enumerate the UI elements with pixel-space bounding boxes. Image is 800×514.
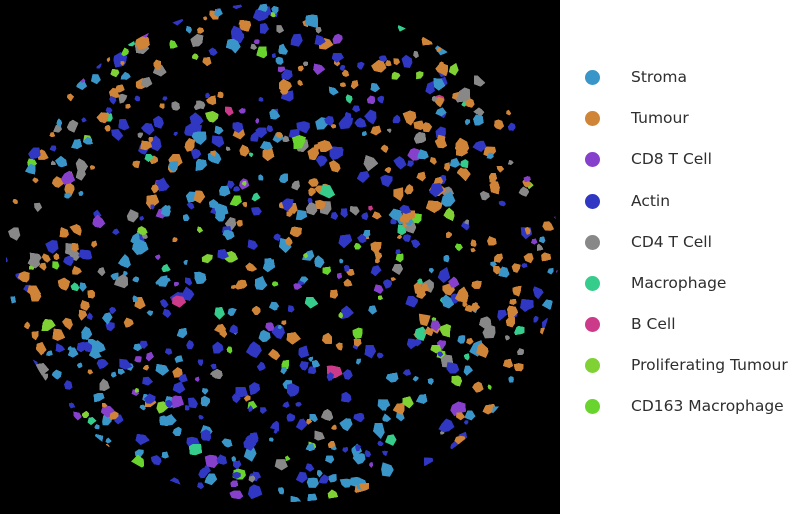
tissue-image [0,0,560,514]
tissue-cell-map [6,2,558,502]
legend-swatch [585,275,600,291]
legend: Stroma Tumour CD8 T Cell Actin CD4 T Cel… [560,0,800,514]
legend-label: Macrophage [631,274,727,292]
legend-label: Stroma [631,68,688,86]
legend-label: B Cell [631,315,676,333]
legend-swatch [585,316,600,332]
legend-label: Actin [631,192,671,210]
legend-swatch [585,110,600,126]
legend-label: CD8 T Cell [631,150,712,168]
legend-label: CD4 T Cell [631,233,712,251]
legend-label: Tumour [631,109,689,127]
legend-swatch [585,357,600,373]
legend-swatch [585,69,600,85]
legend-swatch [585,398,600,414]
legend-label: Proliferating Tumour [631,356,788,374]
legend-swatch [585,151,600,167]
legend-swatch [585,193,600,209]
legend-swatch [585,234,600,250]
legend-label: CD163 Macrophage [631,397,784,415]
